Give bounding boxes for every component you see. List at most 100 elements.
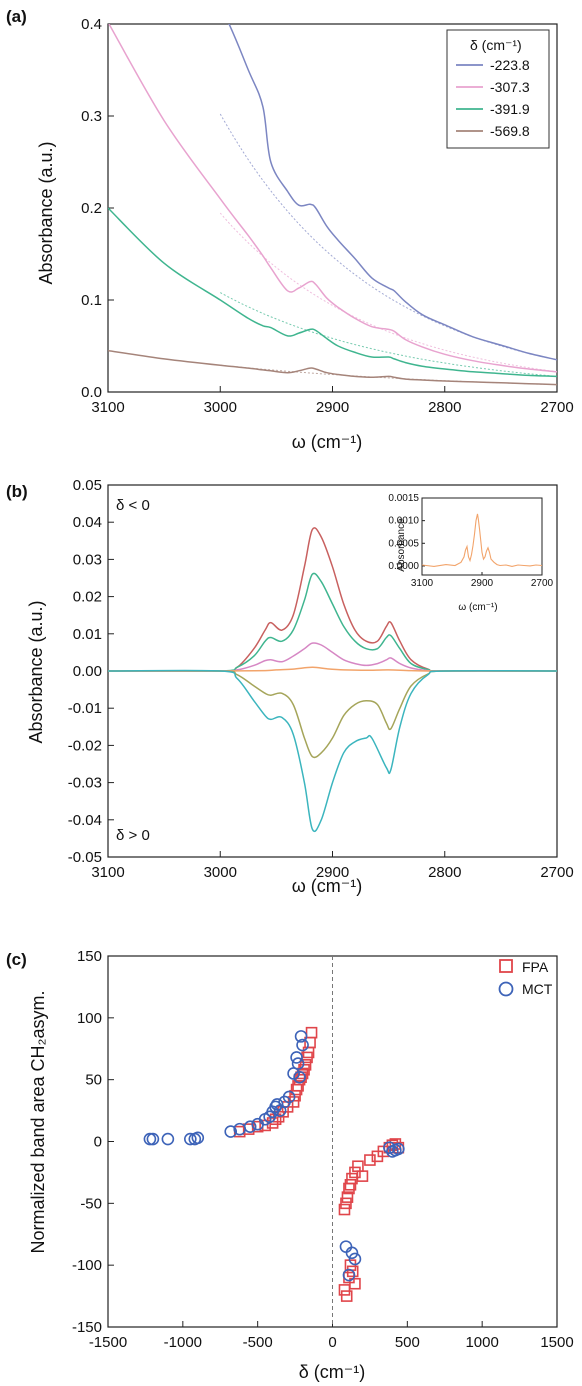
panel-a-x-tick-label: 2700 [540,399,573,416]
panel-c-legend: FPA MCT [498,959,553,997]
panel-b-inset-x-tick-label: 3100 [411,578,434,589]
point-fpa [299,1059,312,1071]
point-fpa [349,1166,361,1179]
point-fpa [346,1265,359,1278]
point-fpa [356,1170,369,1182]
panel-c-y-tick-label: 50 [85,1072,102,1089]
point-fpa [242,1123,255,1135]
panel-a-baseline--307.3 [219,212,557,373]
panel-b-x-axis-label: ω (cm⁻¹) [292,876,363,896]
panel-c-label: (c) [6,950,27,969]
panel-a-series--391.9 [108,207,557,378]
point-mct [296,1038,309,1052]
panel-c-y-tick-label: -50 [80,1195,102,1212]
panel-a-legend: δ (cm⁻¹) -223.8 -307.3 -391.9 -569.8 [446,29,550,149]
point-mct [270,1098,284,1111]
point-fpa [341,1191,354,1203]
panel-a-label: (a) [6,7,27,26]
panel-b-inset-background [422,498,542,575]
panel-b-inset-y-tick-label: 0.0010 [388,516,419,527]
point-fpa [305,1026,318,1039]
panel-a-x-tick-label: 2900 [316,399,349,416]
panel-b-y-tick-label: -0.01 [68,700,102,717]
panel-a-series--569.8 [108,349,557,386]
panel-a-legend-title: δ (cm⁻¹) [470,37,522,53]
point-mct [243,1120,257,1133]
point-mct [224,1125,238,1138]
panel-b-y-tick-label: 0.00 [73,663,102,680]
point-mct [392,1142,405,1156]
panel-b-inset-x-tick-label: 2900 [471,578,494,589]
point-fpa [364,1154,376,1166]
point-mct [191,1131,205,1145]
panel-b-label: (b) [6,482,28,501]
panel-b-y-tick-label: -0.03 [68,775,102,792]
legend-label-mct: MCT [522,981,553,997]
panel-c-y-tick-label: -100 [72,1257,102,1274]
panel-a-y-tick-label: 0.3 [81,108,102,125]
panel-b-x-tick-label: 3100 [91,864,124,881]
panel-b-y-tick-label: 0.03 [73,551,102,568]
panel-c: (c) Normalized band area CH₂asym. δ (cm⁻… [6,948,574,1382]
point-fpa [296,1067,309,1080]
panel-b-y-tick-label: -0.05 [68,849,102,866]
point-mct [345,1246,359,1260]
panel-b-x-tick-label: 2700 [540,864,573,881]
panel-c-y-axis-label: Normalized band area CH₂asym. [28,990,48,1253]
point-fpa [344,1178,357,1191]
point-mct [342,1268,356,1282]
point-mct [383,1141,396,1154]
panel-a-x-axis-label: ω (cm⁻¹) [292,432,363,452]
panel-a-y-tick-label: 0.4 [81,16,102,33]
point-mct [293,1070,306,1084]
panel-a-legend-box [446,29,550,149]
panel-c-x-tick-label: -1500 [89,1334,127,1351]
point-mct [146,1132,160,1146]
panel-c-x-tick-label: 1000 [465,1334,498,1351]
panel-b-x-tick-label: 3000 [204,864,237,881]
panel-b-inset: Absorbance ω (cm⁻¹) 3100 2900 2700 0.0015 0.… [388,493,553,613]
panel-a-y-tick-label: 0.1 [81,292,102,309]
panel-b-series-5 [108,669,557,833]
legend-marker-mct [498,981,514,997]
panel-b-inset-x-axis-label: ω (cm⁻¹) [458,602,497,613]
point-fpa [340,1197,352,1210]
panel-b-inset-y-tick-label: 0.0000 [388,561,419,572]
panel-c-y-tick-label: -150 [72,1319,102,1336]
panel-c-x-tick-label: 0 [328,1334,336,1351]
panel-c-x-axis-label: δ (cm⁻¹) [299,1362,366,1382]
panel-c-y-tick-label: 0 [94,1134,102,1151]
panel-b-series-4 [108,669,557,759]
point-mct [348,1252,362,1266]
legend-marker-fpa [499,959,513,973]
panel-b-inset-x-tick-label: 2700 [531,578,554,589]
panel-a-x-tick-label: 2800 [428,399,461,416]
panel-b-x-tick-label: 2800 [428,864,461,881]
point-mct [282,1090,296,1104]
panel-b-inset-y-tick-label: 0.0005 [388,538,419,549]
legend-label--569.8: -569.8 [490,123,530,139]
panel-b-y-tick-label: -0.02 [68,737,102,754]
panel-b-x-tick-label: 2900 [316,864,349,881]
panel-a-x-tick-label: 3000 [204,399,237,416]
point-mct [290,1051,303,1064]
panel-a-y-axis-label: Absorbance (a.u.) [36,141,56,284]
panel-b-series-3 [108,666,557,672]
panel-a-series--307.3 [108,24,557,373]
panel-b-inset-y-axis-label: Absorbance [396,518,407,572]
panel-b-y-tick-label: 0.05 [73,477,102,494]
panel-b-y-tick-label: 0.04 [73,514,102,531]
point-fpa [340,1290,353,1302]
point-mct [291,1057,305,1070]
panel-a-series--223.8 [228,24,557,361]
point-mct [294,1030,308,1043]
panel-b-series-1 [108,572,557,673]
panel-a-baseline--391.9 [220,292,557,377]
panel-c-y-tick-label: 150 [77,948,102,965]
panel-b-annotation-negative: δ < 0 [116,497,150,514]
panel-b-series-0 [108,527,557,673]
point-mct [161,1132,175,1146]
panel-a-baseline--223.8 [219,113,557,361]
legend-label--391.9: -391.9 [490,101,530,117]
